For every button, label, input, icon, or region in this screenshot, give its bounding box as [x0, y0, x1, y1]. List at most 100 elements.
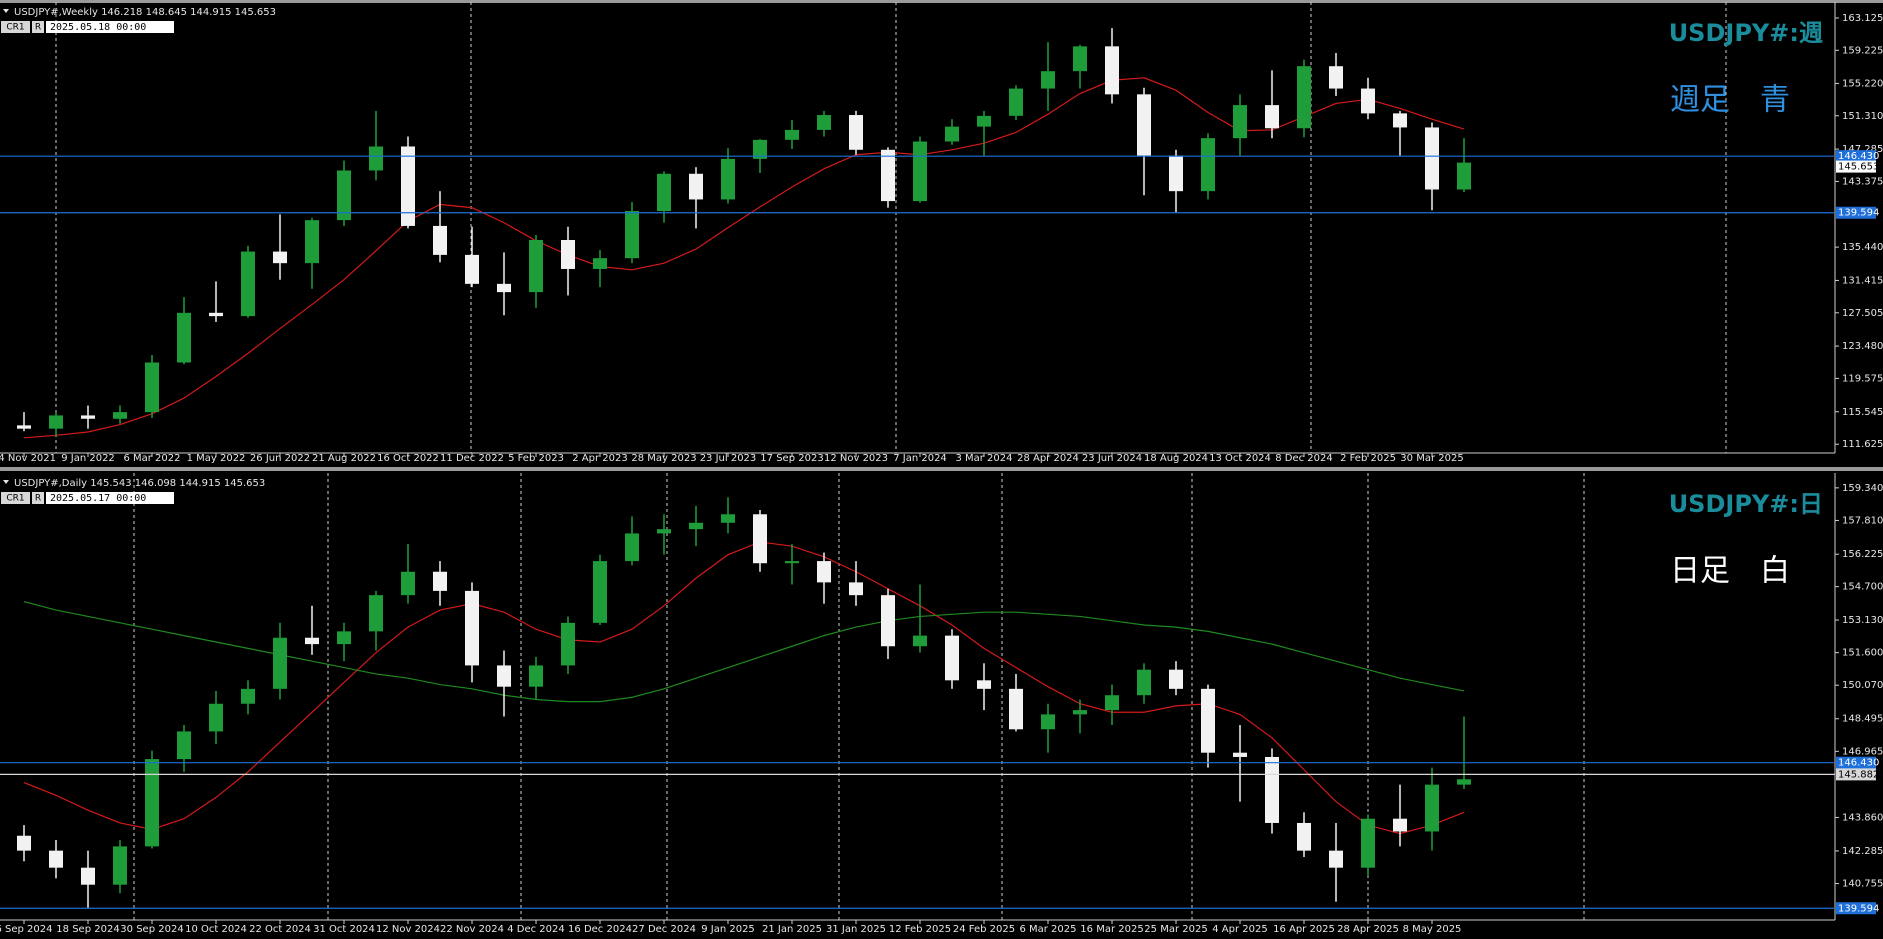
candle-body — [977, 115, 991, 127]
x-tick-label: 28 Apr 2024 — [1017, 453, 1079, 464]
x-tick-label: 18 Sep 2024 — [56, 924, 119, 935]
candle-body — [1457, 162, 1471, 190]
candle-body — [753, 514, 767, 564]
x-tick-label: 12 Feb 2025 — [889, 924, 951, 935]
x-tick-label: 30 Mar 2025 — [1400, 453, 1463, 464]
candle-body — [177, 312, 191, 363]
candle-body — [1137, 669, 1151, 696]
date-box — [46, 492, 174, 504]
candle-body — [17, 835, 31, 851]
candle-body — [497, 283, 511, 293]
candle-body — [1137, 94, 1151, 156]
candle-body — [625, 211, 639, 259]
candle-body — [1393, 818, 1407, 832]
y-tick-label: 151.600 — [1842, 648, 1883, 659]
panel-separator — [0, 467, 1883, 471]
candle-body — [1233, 752, 1247, 757]
y-tick-label: 159.340 — [1842, 483, 1883, 494]
button-label[interactable]: CR1 — [6, 23, 24, 33]
candle-body — [977, 680, 991, 689]
x-tick-label: 4 Apr 2025 — [1212, 924, 1267, 935]
candle-body — [1297, 66, 1311, 129]
candle-body — [1425, 127, 1439, 190]
candle-body — [561, 239, 575, 269]
x-tick-label: 16 Apr 2025 — [1273, 924, 1335, 935]
y-tick-label: 123.480 — [1842, 341, 1883, 352]
candle-body — [145, 362, 159, 413]
x-tick-label: 4 Dec 2024 — [507, 924, 565, 935]
chart-subtitle: 週足 青 — [1670, 83, 1790, 118]
button-label[interactable]: CR1 — [6, 494, 24, 504]
x-tick-label: 14 Nov 2021 — [0, 453, 56, 464]
button-label[interactable]: R — [35, 23, 41, 33]
x-tick-label: 3 Mar 2024 — [955, 453, 1012, 464]
button[interactable] — [32, 492, 44, 504]
button-label[interactable]: R — [35, 494, 41, 504]
candle-body — [913, 141, 927, 202]
y-tick-label: 157.810 — [1842, 515, 1883, 526]
candle-body — [49, 415, 63, 429]
candle-body — [881, 595, 895, 647]
x-tick-label: 22 Oct 2024 — [249, 924, 311, 935]
button[interactable] — [1, 21, 30, 33]
date-label: 2025.05.18 00:00 — [50, 22, 146, 33]
candle-body — [401, 571, 415, 596]
candle-body — [1073, 46, 1087, 72]
candle-body — [209, 703, 223, 732]
x-tick-label: 5 Feb 2023 — [508, 453, 564, 464]
menu-arrow — [3, 9, 9, 13]
candle-body — [369, 146, 383, 171]
x-tick-label: 6 Mar 2022 — [123, 453, 180, 464]
level-tag — [1836, 902, 1876, 915]
candle-body — [1201, 138, 1215, 192]
x-tick-label: 28 Apr 2025 — [1337, 924, 1399, 935]
price-tag — [1836, 160, 1876, 173]
x-tick-label: 27 Dec 2024 — [632, 924, 696, 935]
candle-body — [465, 590, 479, 666]
level-tag — [1836, 206, 1876, 219]
level-label: 146.430 — [1838, 758, 1879, 769]
x-tick-label: 26 Jun 2022 — [250, 453, 310, 464]
candle-body — [337, 170, 351, 221]
candle-body — [1105, 695, 1119, 711]
candle-body — [1233, 105, 1247, 139]
x-tick-label: 21 Jan 2025 — [762, 924, 822, 935]
header-info: USDJPY#,Daily 145.543 146.098 144.915 14… — [14, 478, 265, 489]
x-tick-label: 6 Mar 2025 — [1019, 924, 1076, 935]
x-tick-label: 25 Mar 2025 — [1144, 924, 1207, 935]
candle-body — [1073, 710, 1087, 715]
x-tick-label: 16 Oct 2022 — [377, 453, 439, 464]
x-tick-label: 2 Feb 2025 — [1340, 453, 1396, 464]
candle-body — [753, 139, 767, 159]
candle-body — [817, 115, 831, 130]
x-tick-label: 6 Sep 2024 — [0, 924, 53, 935]
candle-body — [529, 239, 543, 293]
candle-body — [1329, 66, 1343, 89]
candle-body — [785, 561, 799, 564]
candle-body — [849, 582, 863, 596]
chart-title: USDJPY#:日 — [1669, 490, 1823, 518]
candle-body — [337, 631, 351, 645]
candle-body — [1393, 113, 1407, 128]
candle-body — [177, 731, 191, 760]
y-tick-label: 159.225 — [1842, 45, 1883, 56]
moving-average — [23, 541, 1465, 835]
button[interactable] — [1, 492, 30, 504]
candle-body — [1169, 155, 1183, 192]
candle-body — [1201, 688, 1215, 753]
candle-body — [1457, 779, 1471, 785]
y-tick-label: 127.505 — [1842, 308, 1883, 319]
y-tick-label: 135.440 — [1842, 242, 1883, 253]
y-tick-label: 146.965 — [1842, 746, 1883, 757]
candle-body — [785, 129, 799, 140]
candle-body — [81, 415, 95, 419]
candle-body — [305, 637, 319, 645]
y-tick-label: 150.070 — [1842, 680, 1883, 691]
candle-body — [657, 529, 671, 534]
button[interactable] — [32, 21, 44, 33]
x-tick-label: 24 Feb 2025 — [953, 924, 1015, 935]
y-tick-label: 163.125 — [1842, 13, 1883, 24]
level-tag — [1836, 768, 1876, 781]
candle-body — [913, 635, 927, 647]
